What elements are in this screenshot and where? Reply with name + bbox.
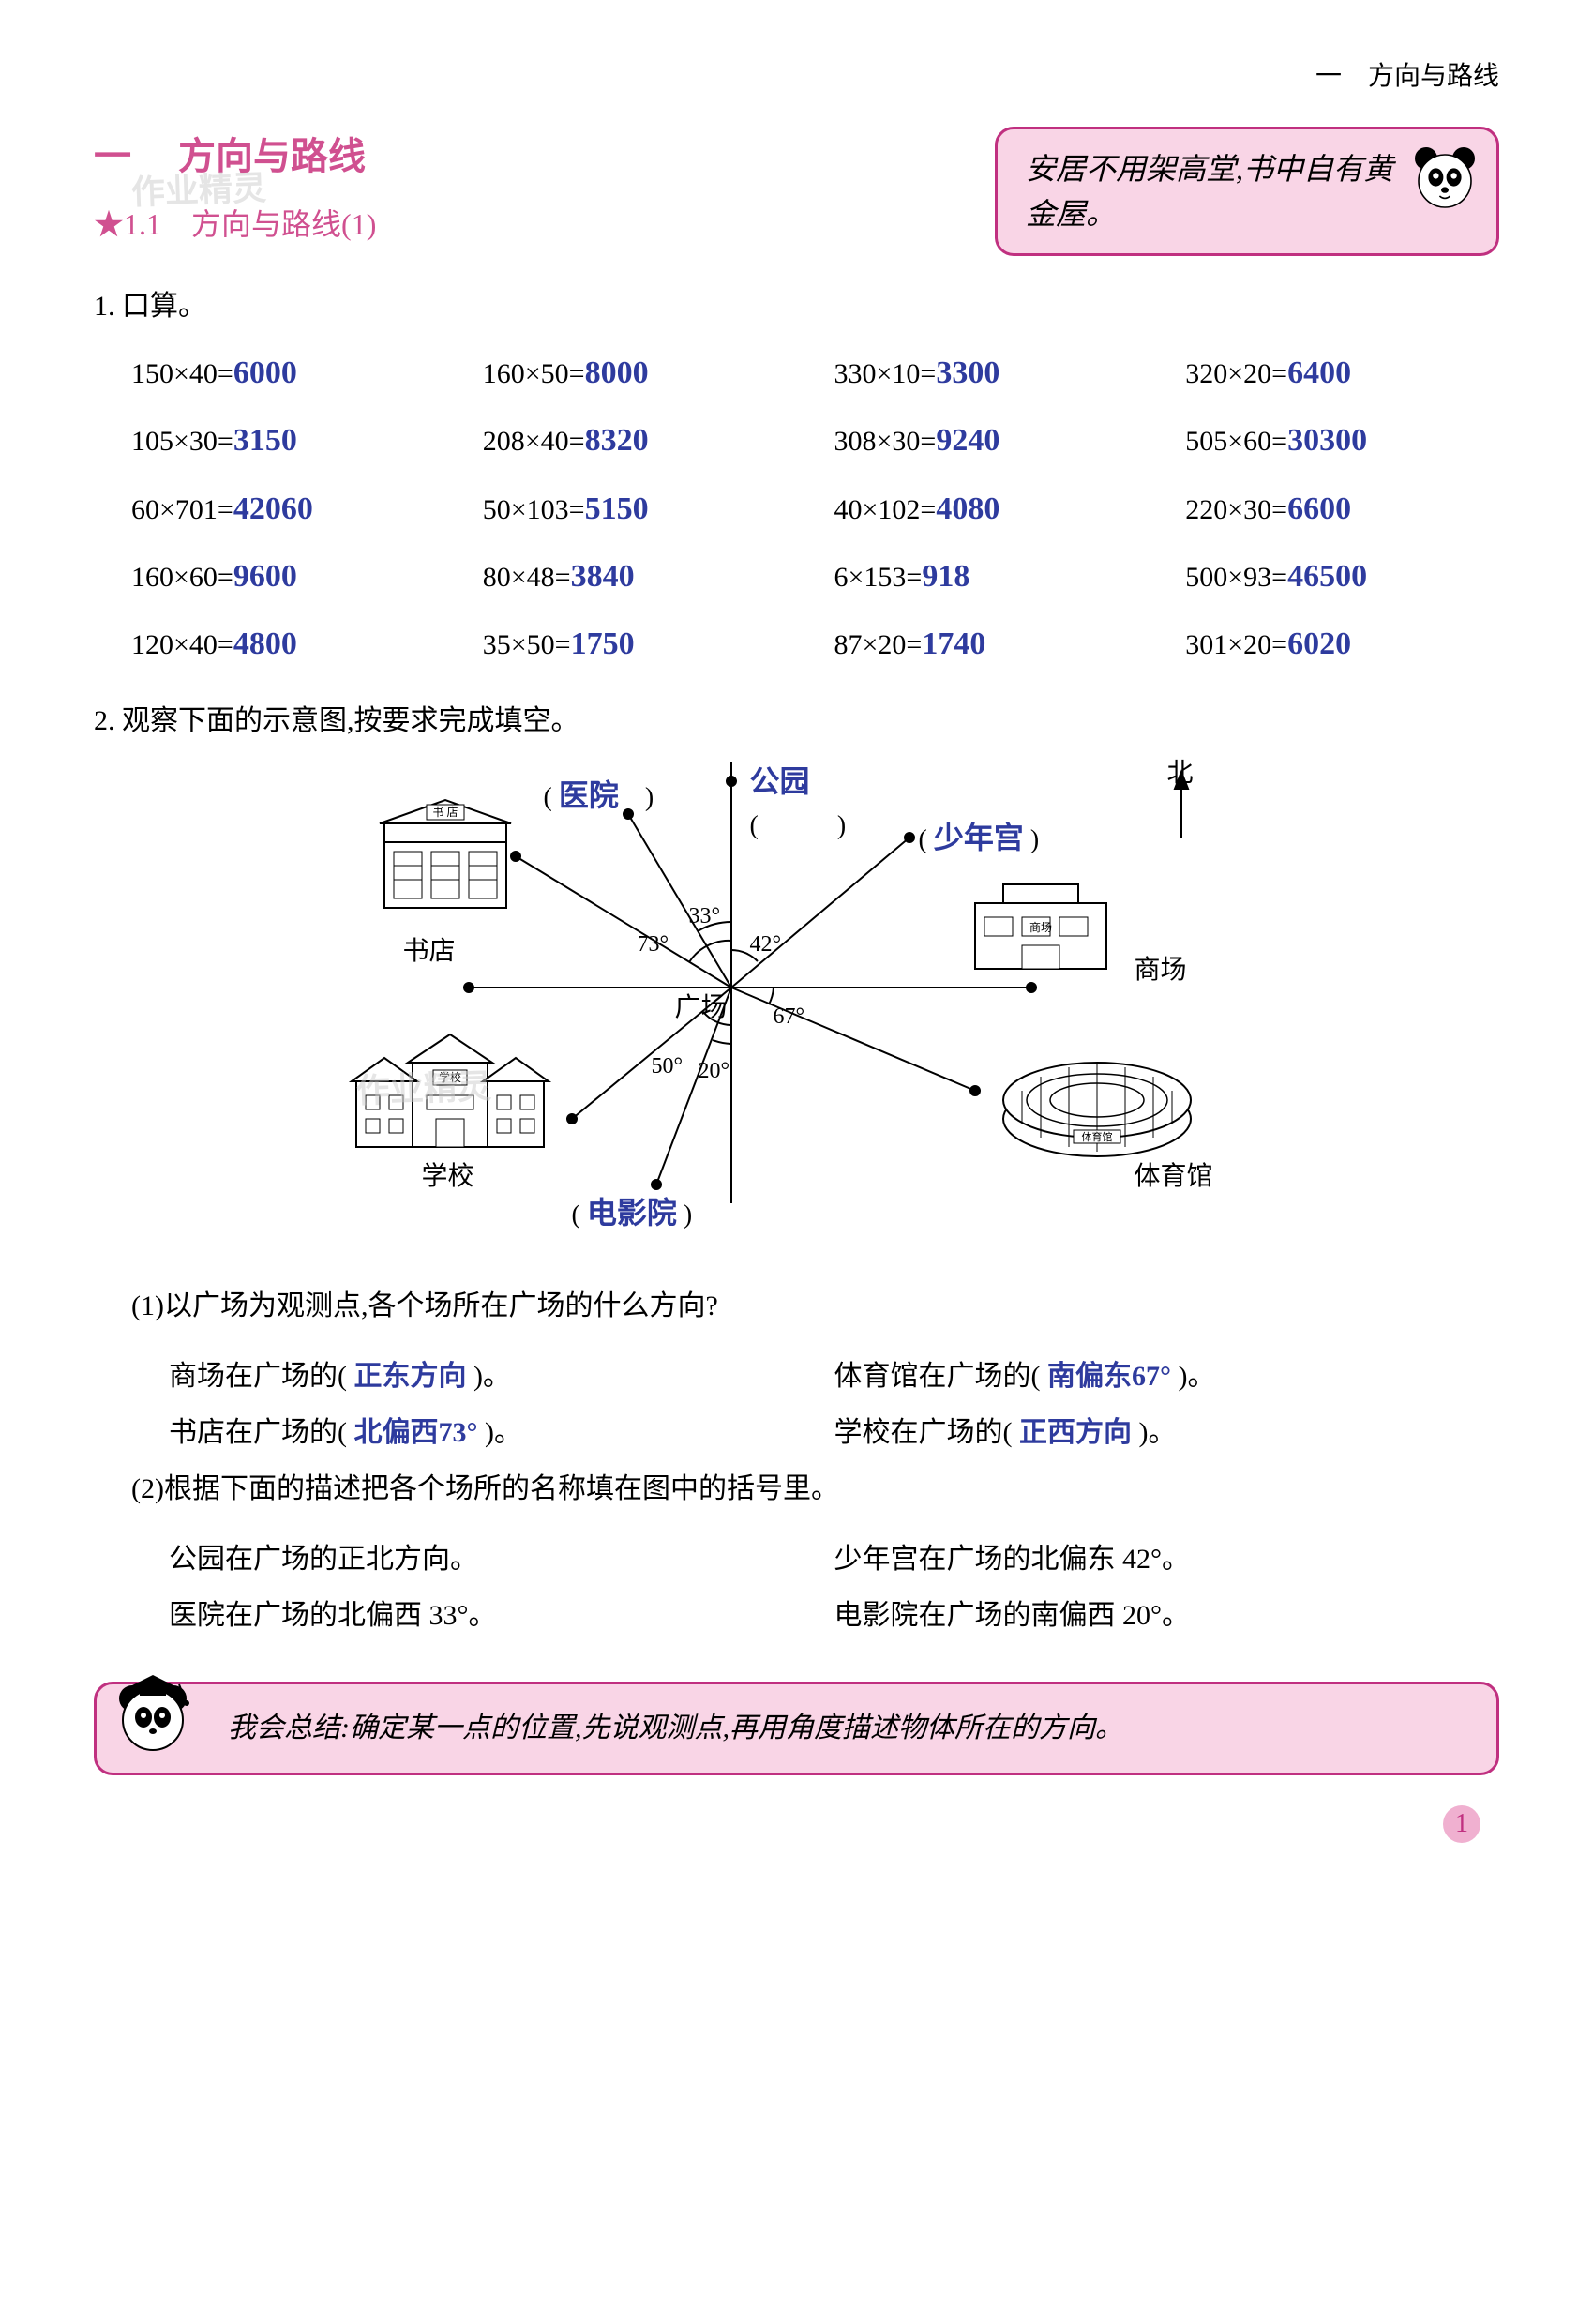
north-label: 北 (1167, 753, 1194, 795)
q2-part2-row2: 医院在广场的北偏西 33°。 电影院在广场的南偏西 20°。 (169, 1588, 1499, 1644)
bookstore-label: 书店 (403, 931, 456, 973)
calc-item: 35×50=1750 (483, 619, 797, 670)
school-label: 学校 (422, 1156, 474, 1199)
stadium-icon: 体育馆 (994, 1044, 1200, 1166)
page-number: 1 (94, 1803, 1499, 1846)
bookstore-icon: 书 店 (375, 795, 516, 917)
calc-item: 150×40=6000 (131, 348, 445, 399)
calc-item: 308×30=9240 (834, 415, 1149, 466)
calc-item: 50×103=5150 (483, 484, 797, 535)
calc-item: 87×20=1740 (834, 619, 1149, 670)
angle-50: 50° (652, 1049, 684, 1084)
calc-item: 60×701=42060 (131, 484, 445, 535)
calc-item: 500×93=46500 (1185, 551, 1499, 602)
calc-item: 208×40=8320 (483, 415, 797, 466)
svg-text:商场: 商场 (1029, 920, 1051, 934)
panda-graduate-icon (106, 1666, 200, 1759)
angle-33: 33° (689, 898, 721, 934)
cinema-blank: ( 电影院 ) (572, 1189, 693, 1237)
q2-part2-heading: (2)根据下面的描述把各个场所的名称填在图中的括号里。 (131, 1461, 1499, 1517)
q2-heading: 2. 观察下面的示意图,按要求完成填空。 (94, 699, 1499, 744)
proverb-callout: 安居不用架高堂,书中自有黄 金屋。 (995, 127, 1499, 256)
svg-text:体育馆: 体育馆 (1081, 1130, 1112, 1143)
calc-item: 220×30=6600 (1185, 484, 1499, 535)
mall-label: 商场 (1135, 950, 1187, 992)
calc-item: 330×10=3300 (834, 348, 1149, 399)
calc-item: 160×50=8000 (483, 348, 797, 399)
watermark-text: 作业精灵 (130, 162, 267, 221)
calc-item: 320×20=6400 (1185, 348, 1499, 399)
angle-67: 67° (774, 999, 805, 1034)
center-label: 广场 (675, 988, 728, 1030)
calc-item: 160×60=9600 (131, 551, 445, 602)
summary-callout: 我会总结:确定某一点的位置,先说观测点,再用角度描述物体所在的方向。 (94, 1682, 1499, 1775)
q2-part1-row2: 书店在广场的( 北偏西73° )。 学校在广场的( 正西方向 )。 (169, 1405, 1499, 1461)
q2-part1-row1: 商场在广场的( 正东方向 )。 体育馆在广场的( 南偏东67° )。 (169, 1349, 1499, 1405)
calc-item: 301×20=6020 (1185, 619, 1499, 670)
q2-part2-row1: 公园在广场的正北方向。 少年宫在广场的北偏东 42°。 (169, 1532, 1499, 1588)
mall-icon: 商场 (956, 875, 1125, 978)
svg-text:书 店: 书 店 (432, 806, 458, 819)
calc-item: 40×102=4080 (834, 484, 1149, 535)
q1-heading: 1. 口算。 (94, 284, 1499, 329)
park-blank: 公园( ) (750, 758, 847, 848)
calc-grid: 150×40=6000 160×50=8000 330×10=3300 320×20=… (131, 348, 1499, 671)
youthpalace-blank: ( 少年宫 ) (919, 814, 1040, 862)
calc-item: 6×153=918 (834, 551, 1149, 602)
title-row: 一 方向与路线 ★1.1 方向与路线(1) 作业精灵 安居不用架高堂,书中自有黄… (94, 127, 1499, 256)
q2-part1-heading: (1)以广场为观测点,各个场所在广场的什么方向? (131, 1278, 1499, 1335)
calc-item: 105×30=3150 (131, 415, 445, 466)
panda-icon (1407, 143, 1482, 219)
angle-20: 20° (699, 1053, 730, 1089)
watermark-text-2: 作业精灵 (355, 1060, 492, 1119)
direction-diagram: 北 广场 73° 33° 42° 67° 50° 20° ( 医院 ) 公园( … (281, 762, 1313, 1250)
breadcrumb: 一 方向与路线 (94, 56, 1499, 98)
hospital-blank: ( 医院 ) (544, 772, 654, 820)
angle-73: 73° (638, 927, 669, 962)
calc-item: 120×40=4800 (131, 619, 445, 670)
calc-item: 505×60=30300 (1185, 415, 1499, 466)
calc-item: 80×48=3840 (483, 551, 797, 602)
angle-42: 42° (750, 927, 782, 962)
